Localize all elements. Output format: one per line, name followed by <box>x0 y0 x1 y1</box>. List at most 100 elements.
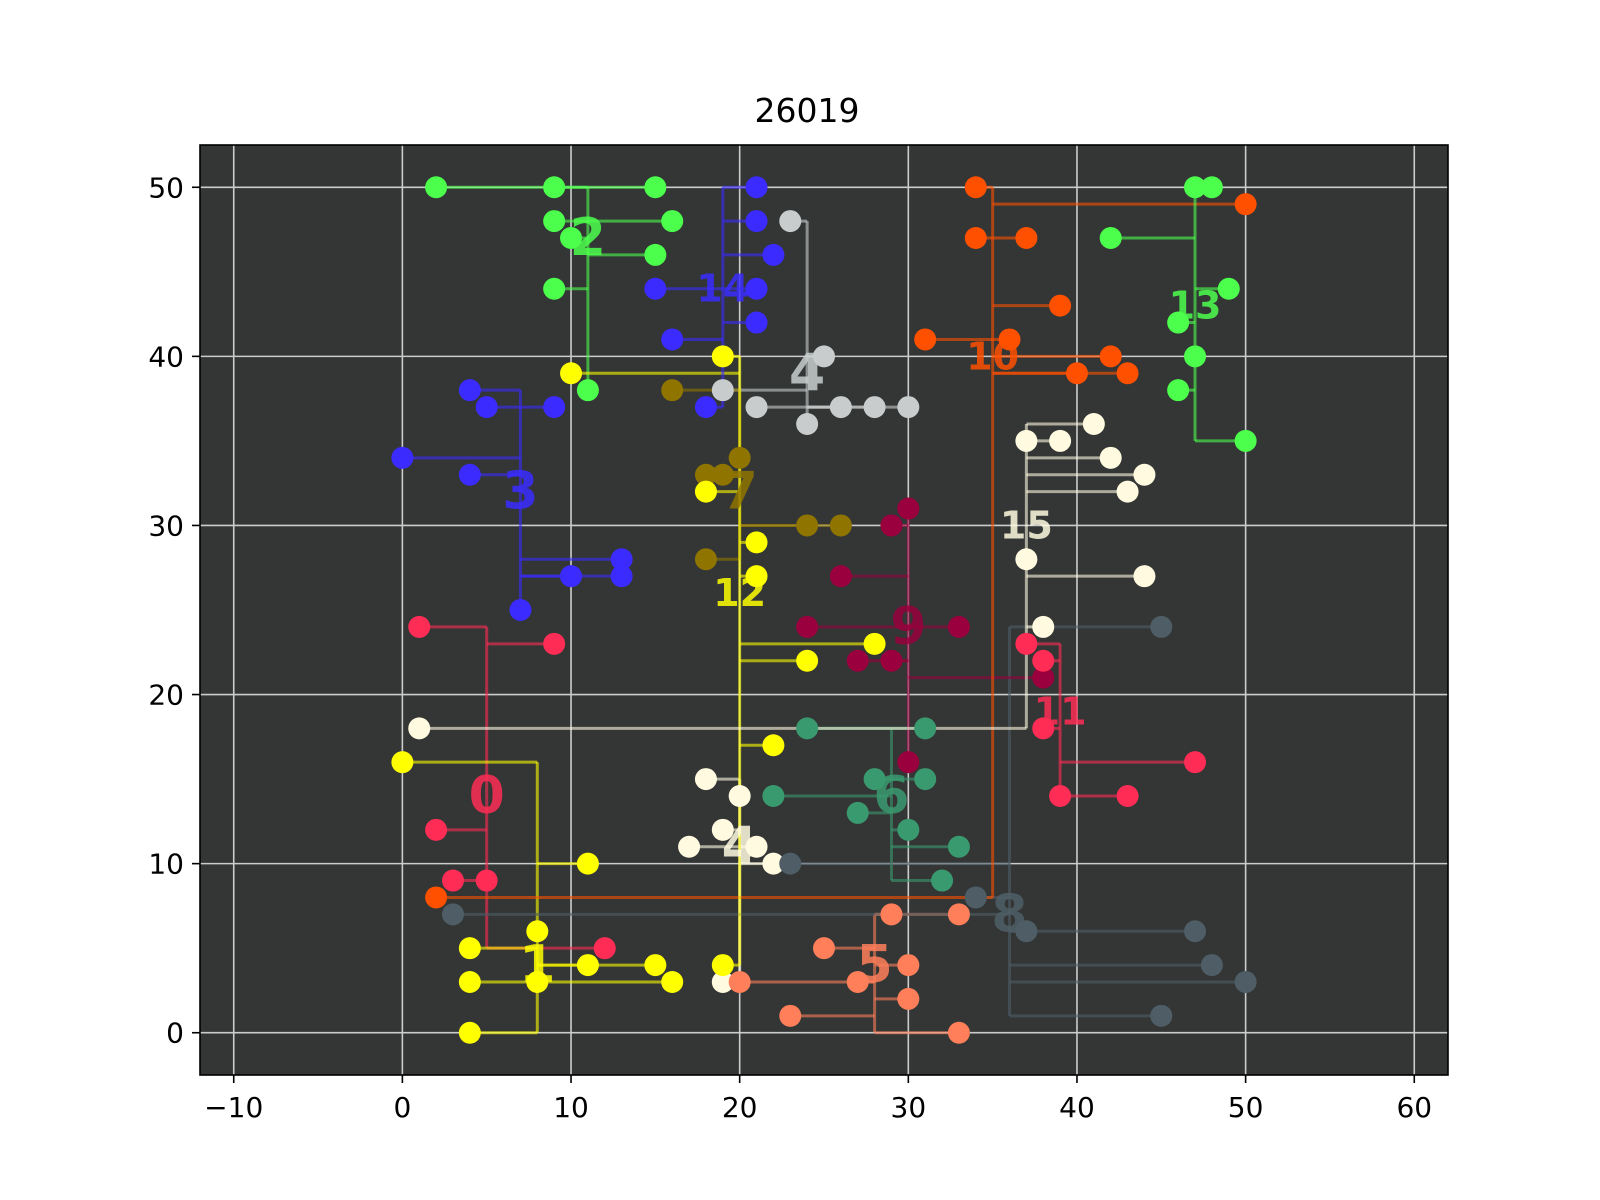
data-point <box>745 210 768 233</box>
data-point <box>947 903 970 926</box>
data-point <box>694 480 717 503</box>
data-point <box>880 514 903 537</box>
cluster-label: 0 <box>469 766 505 826</box>
data-point <box>914 328 937 351</box>
data-point <box>711 463 734 486</box>
x-tick-label: 40 <box>1059 1091 1095 1124</box>
x-tick-label: 60 <box>1396 1091 1432 1124</box>
data-point <box>796 514 819 537</box>
data-point <box>694 768 717 791</box>
data-point <box>1099 446 1122 469</box>
data-point <box>1116 785 1139 807</box>
data-point <box>897 751 920 774</box>
cluster-label: 4 <box>789 343 825 403</box>
data-point <box>914 717 937 740</box>
data-point <box>947 835 970 858</box>
y-tick-label: 30 <box>148 509 184 542</box>
data-point <box>796 615 819 638</box>
data-point <box>1082 413 1105 435</box>
plot-background <box>200 145 1448 1075</box>
x-tick-label: 50 <box>1228 1091 1264 1124</box>
data-point <box>694 396 717 419</box>
cluster-label: 3 <box>502 462 538 522</box>
data-point <box>745 565 768 588</box>
data-point <box>711 379 734 402</box>
data-point <box>543 396 566 419</box>
data-point <box>762 785 785 807</box>
data-point <box>880 903 903 926</box>
data-point <box>931 869 954 892</box>
data-point <box>1184 345 1207 368</box>
data-point <box>543 277 566 300</box>
data-point <box>560 227 583 249</box>
data-point <box>1184 176 1207 199</box>
cluster-label: 12 <box>713 571 766 615</box>
data-point <box>475 396 498 419</box>
data-point <box>745 277 768 300</box>
cluster-label: 14 <box>696 267 749 311</box>
data-point <box>846 971 869 993</box>
data-point <box>1049 785 1072 807</box>
data-point <box>813 937 835 960</box>
data-point <box>1200 176 1223 199</box>
data-point <box>526 971 549 993</box>
data-point <box>543 210 566 233</box>
data-point <box>964 176 987 199</box>
data-point <box>458 463 481 486</box>
data-point <box>593 937 616 960</box>
data-point <box>745 176 768 199</box>
data-point <box>1116 480 1139 503</box>
data-point <box>475 869 498 892</box>
data-point <box>863 768 886 791</box>
data-point <box>694 548 717 571</box>
data-point <box>728 785 751 807</box>
data-point <box>779 852 802 875</box>
data-point <box>509 599 532 621</box>
data-point <box>644 954 667 977</box>
chart-title: 26019 <box>755 91 860 130</box>
x-tick-label: −10 <box>204 1091 263 1124</box>
y-tick-label: 0 <box>166 1017 184 1050</box>
data-point <box>863 632 886 655</box>
data-point <box>813 345 835 368</box>
data-point <box>1200 954 1223 977</box>
data-point <box>1150 615 1173 638</box>
data-point <box>1049 294 1072 317</box>
y-tick-label: 40 <box>148 340 184 373</box>
data-point <box>1032 666 1055 689</box>
data-point <box>947 615 970 638</box>
data-point <box>779 1004 802 1027</box>
data-point <box>711 345 734 368</box>
cluster-label: 11 <box>1034 689 1087 733</box>
data-point <box>745 396 768 419</box>
data-point <box>1133 463 1156 486</box>
data-point <box>1032 717 1055 740</box>
data-point <box>610 565 633 588</box>
data-point <box>1184 920 1207 943</box>
data-point <box>1234 429 1257 452</box>
data-point <box>796 413 819 435</box>
data-point <box>1015 632 1038 655</box>
data-point <box>526 920 549 943</box>
data-point <box>728 971 751 993</box>
data-point <box>846 649 869 672</box>
data-point <box>694 463 717 486</box>
cluster-label: 6 <box>873 766 909 826</box>
data-point <box>458 379 481 402</box>
y-tick-label: 20 <box>148 679 184 712</box>
cluster-label: 1 <box>519 935 555 995</box>
data-point <box>576 954 599 977</box>
data-point <box>897 987 920 1010</box>
data-point <box>897 497 920 520</box>
data-point <box>1099 227 1122 249</box>
data-point <box>576 852 599 875</box>
data-point <box>644 176 667 199</box>
data-point <box>1133 565 1156 588</box>
data-point <box>897 818 920 841</box>
data-point <box>745 311 768 334</box>
data-point <box>408 717 431 740</box>
data-point <box>1015 920 1038 943</box>
data-point <box>1116 362 1139 385</box>
data-point <box>863 396 886 419</box>
